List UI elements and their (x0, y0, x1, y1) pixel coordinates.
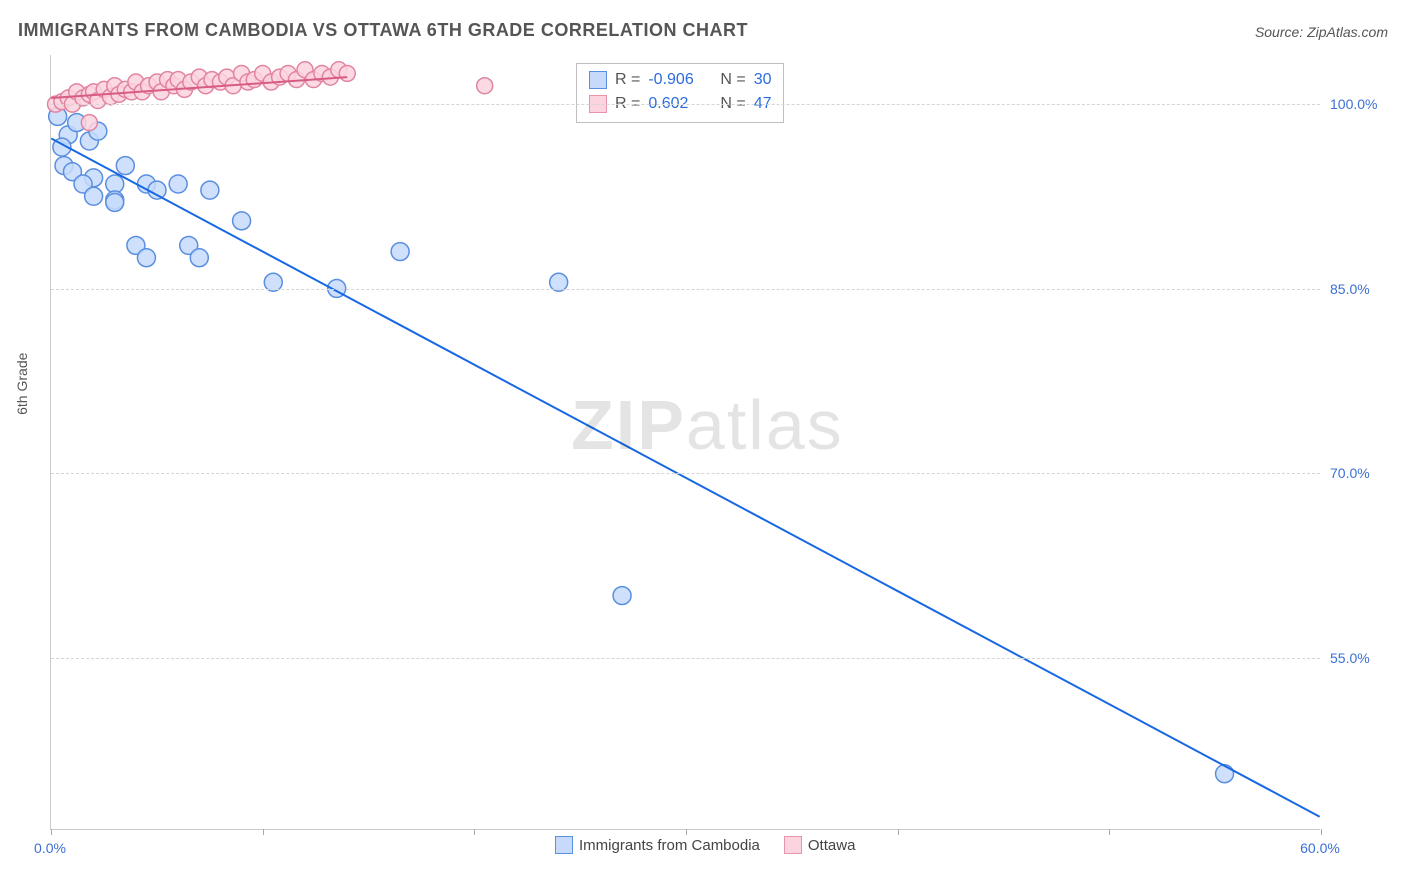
gridline-h (51, 289, 1320, 290)
data-point (106, 193, 124, 211)
legend-swatch (555, 836, 573, 854)
x-tick (1321, 829, 1322, 835)
data-point (613, 587, 631, 605)
stat-value-r: -0.906 (648, 68, 712, 92)
data-point (233, 212, 251, 230)
stat-value-n: 30 (754, 68, 772, 92)
y-tick-label: 100.0% (1330, 96, 1377, 112)
chart-title: IMMIGRANTS FROM CAMBODIA VS OTTAWA 6TH G… (18, 20, 748, 41)
y-tick-label: 85.0% (1330, 281, 1370, 297)
x-tick-label: 0.0% (34, 840, 66, 856)
stats-row: R = -0.906 N = 30 (589, 68, 771, 92)
x-tick (686, 829, 687, 835)
x-tick (474, 829, 475, 835)
legend-swatch (784, 836, 802, 854)
x-tick (898, 829, 899, 835)
legend-item: Ottawa (784, 836, 856, 854)
y-axis-label: 6th Grade (14, 353, 30, 415)
legend-label: Immigrants from Cambodia (579, 837, 760, 854)
data-point (137, 249, 155, 267)
x-tick (1109, 829, 1110, 835)
x-tick-label: 60.0% (1300, 840, 1340, 856)
x-tick (263, 829, 264, 835)
data-point (116, 157, 134, 175)
data-point (81, 115, 97, 131)
y-tick-label: 70.0% (1330, 465, 1370, 481)
stats-box: R =-0.906N =30R =0.602N =47 (576, 63, 784, 123)
y-tick-label: 55.0% (1330, 650, 1370, 666)
legend-label: Ottawa (808, 837, 856, 854)
data-point (391, 243, 409, 261)
data-point (148, 181, 166, 199)
series-swatch (589, 71, 607, 89)
gridline-h (51, 104, 1320, 105)
data-point (169, 175, 187, 193)
data-point (477, 78, 493, 94)
data-point (1216, 765, 1234, 783)
data-point (85, 187, 103, 205)
gridline-h (51, 658, 1320, 659)
stat-label-n: N = (720, 68, 745, 92)
gridline-h (51, 473, 1320, 474)
trend-line (51, 139, 1319, 817)
legend-bottom: Immigrants from Cambodia Ottawa (555, 836, 855, 854)
source-label: Source: ZipAtlas.com (1255, 24, 1388, 40)
data-point (190, 249, 208, 267)
stat-label-r: R = (615, 68, 640, 92)
data-point (339, 65, 355, 81)
legend-item: Immigrants from Cambodia (555, 836, 760, 854)
plot-area: R =-0.906N =30R =0.602N =47 ZIPatlas (50, 55, 1320, 830)
data-point (201, 181, 219, 199)
chart-svg (51, 55, 1320, 829)
x-tick (51, 829, 52, 835)
